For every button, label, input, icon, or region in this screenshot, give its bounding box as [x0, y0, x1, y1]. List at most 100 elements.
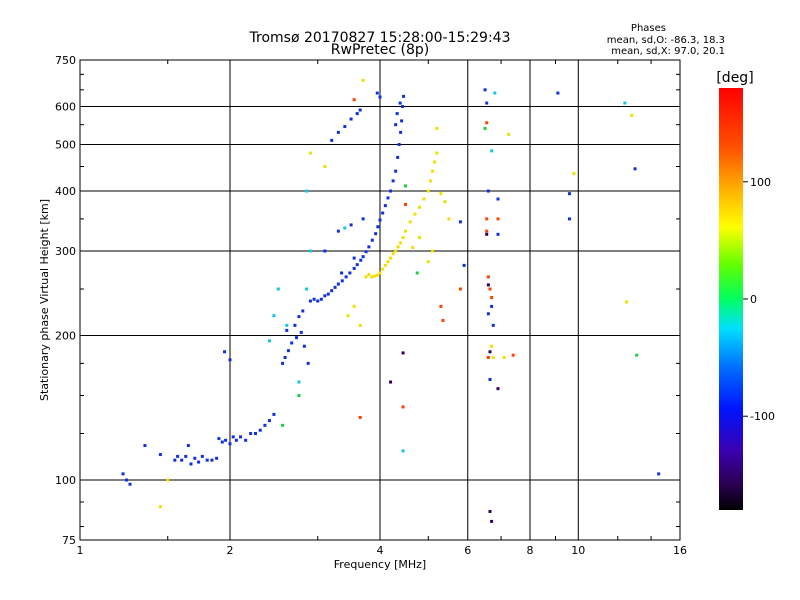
data-point	[657, 472, 661, 476]
data-point	[462, 263, 466, 267]
data-point	[378, 271, 382, 275]
data-point	[272, 314, 276, 318]
data-point	[633, 167, 637, 171]
data-point	[401, 105, 405, 109]
data-point	[401, 449, 405, 453]
x-axis-label: Frequency [MHz]	[334, 558, 426, 571]
data-point	[193, 456, 197, 460]
data-point	[507, 132, 511, 136]
data-point	[336, 229, 340, 233]
data-point	[359, 258, 363, 262]
data-point	[367, 245, 371, 249]
data-point	[297, 315, 301, 319]
data-point	[403, 202, 407, 206]
data-point	[394, 249, 398, 253]
data-point	[312, 297, 316, 301]
data-point	[556, 91, 560, 95]
x-tick-label: 1	[77, 544, 84, 557]
data-point	[186, 444, 190, 448]
data-point	[330, 138, 334, 142]
data-point	[485, 101, 489, 105]
data-point	[263, 423, 267, 427]
data-point	[352, 256, 356, 260]
data-point	[403, 229, 407, 233]
data-point	[326, 292, 330, 296]
data-point	[435, 126, 439, 130]
data-point	[258, 428, 262, 432]
data-point	[308, 151, 312, 155]
data-point	[396, 155, 400, 159]
data-point	[458, 287, 462, 291]
colorbar-tick-label: -100	[750, 410, 775, 423]
y-tick-label: 100	[55, 474, 76, 487]
data-point	[447, 217, 451, 221]
data-point	[383, 204, 387, 208]
colorbar-label: [deg]	[716, 70, 753, 86]
x-tick-label: 10	[571, 544, 585, 557]
data-point	[439, 192, 443, 196]
y-tick-label: 600	[55, 101, 76, 114]
data-point	[319, 297, 323, 301]
data-point	[285, 323, 289, 327]
data-point	[394, 169, 398, 173]
data-point	[349, 223, 353, 227]
data-point	[483, 126, 487, 130]
data-point	[399, 241, 403, 245]
data-point	[496, 197, 500, 201]
data-point	[189, 462, 193, 466]
data-point	[496, 387, 500, 391]
data-point	[381, 211, 385, 215]
data-point	[417, 236, 421, 240]
data-point	[374, 232, 378, 236]
data-point	[391, 179, 395, 183]
data-point	[128, 482, 132, 486]
data-point	[486, 189, 490, 193]
data-point	[364, 275, 368, 279]
data-point	[249, 432, 253, 436]
data-point	[486, 275, 490, 279]
data-point	[231, 435, 235, 439]
data-point	[158, 453, 162, 457]
data-point	[389, 189, 393, 193]
data-point	[223, 350, 227, 354]
data-point	[488, 509, 492, 513]
data-point	[349, 117, 353, 121]
data-point	[458, 220, 462, 224]
data-point	[431, 249, 435, 253]
data-point	[381, 267, 385, 271]
data-point	[417, 205, 421, 209]
data-point	[180, 458, 184, 462]
data-point	[343, 226, 347, 230]
data-point	[378, 218, 382, 222]
data-point	[272, 412, 276, 416]
data-point	[483, 88, 487, 92]
x-axis-ticks: 1 2 4 6 8 10 16	[77, 60, 687, 557]
data-point	[402, 94, 406, 98]
plot-grid	[80, 60, 680, 540]
data-point	[215, 456, 219, 460]
y-tick-label: 500	[55, 139, 76, 152]
data-point	[306, 361, 310, 365]
data-point	[295, 336, 299, 340]
data-point	[399, 130, 403, 134]
data-point	[352, 266, 356, 270]
data-point	[485, 229, 489, 233]
y-axis-label: Stationary phase Virtual Height [km]	[38, 199, 51, 401]
data-point	[297, 394, 301, 398]
data-point	[485, 232, 489, 236]
data-point	[340, 279, 344, 283]
data-point	[301, 309, 305, 313]
data-point	[391, 252, 395, 256]
data-point	[386, 196, 390, 200]
data-point	[443, 200, 447, 204]
data-point	[439, 304, 443, 308]
data-point	[281, 423, 285, 427]
data-point	[344, 275, 348, 279]
data-point	[488, 377, 492, 381]
data-point	[281, 361, 285, 365]
y-tick-label: 400	[55, 185, 76, 198]
data-point	[346, 314, 350, 318]
data-point	[308, 249, 312, 253]
data-point	[333, 285, 337, 289]
